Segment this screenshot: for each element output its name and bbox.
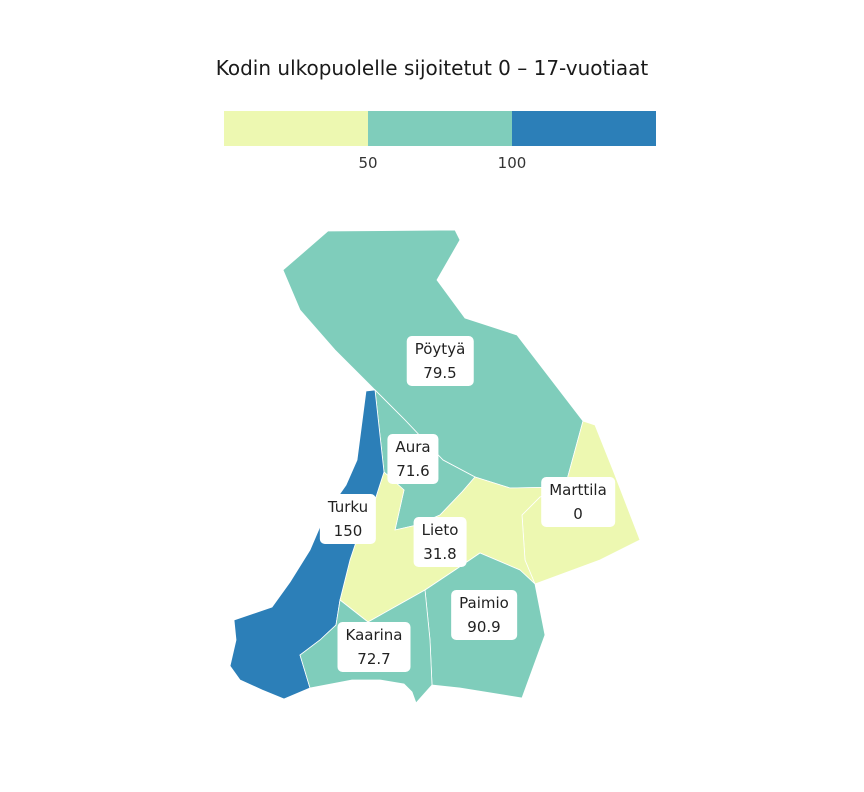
label-marttila: Marttila 0 xyxy=(541,477,615,527)
legend-tick-50: 50 xyxy=(358,154,378,172)
color-legend xyxy=(224,111,656,146)
label-turku: Turku 150 xyxy=(319,494,377,544)
label-paimio: Paimio 90.9 xyxy=(451,590,517,640)
legend-tick-100: 100 xyxy=(497,154,527,172)
label-kaarina: Kaarina 72.7 xyxy=(337,622,411,672)
label-aura: Aura 71.6 xyxy=(387,434,439,484)
legend-segment-low xyxy=(224,111,368,146)
legend-segment-mid xyxy=(368,111,512,146)
map-title: Kodin ulkopuolelle sijoitetut 0 – 17-vuo… xyxy=(215,56,649,80)
legend-segment-high xyxy=(512,111,656,146)
label-poytya: Pöytyä 79.5 xyxy=(406,336,474,386)
label-lieto: Lieto 31.8 xyxy=(413,517,467,567)
